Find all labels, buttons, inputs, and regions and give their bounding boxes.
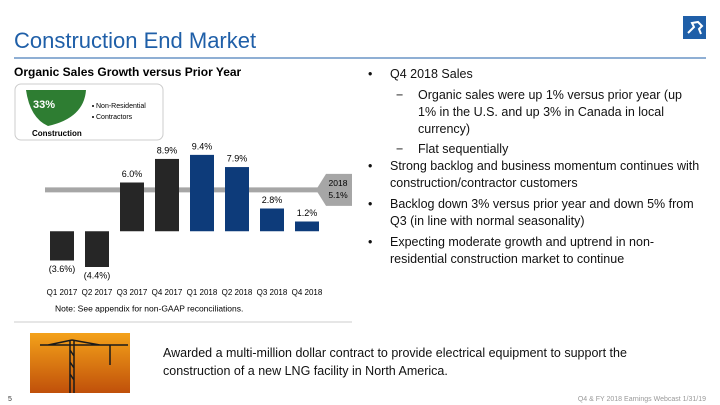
badge-share: 33% [33, 99, 55, 111]
badge-item: Non-Residential [96, 103, 146, 110]
badge-dot [92, 116, 94, 118]
slide-title: Construction End Market [14, 28, 257, 53]
bar [260, 208, 284, 232]
badge-dot [92, 105, 94, 107]
x-tick-label: Q3 2018 [257, 288, 288, 297]
sub-bullet: Organic sales were up 1% versus prior ye… [368, 87, 703, 138]
badge-label: Construction [32, 129, 82, 138]
bar [190, 154, 214, 232]
reference-value: 5.1% [328, 190, 348, 200]
photo [30, 333, 130, 393]
bullet: Backlog down 3% versus prior year and do… [368, 196, 703, 230]
page-number: 5 [8, 396, 12, 403]
bar [50, 231, 74, 261]
value-label: (4.4%) [84, 270, 111, 280]
bullet: Strong backlog and business momentum con… [368, 158, 703, 192]
bar [295, 221, 319, 232]
x-tick-label: Q4 2018 [292, 288, 323, 297]
badge-item: Contractors [96, 114, 133, 121]
chart-title: Organic Sales Growth versus Prior Year [14, 65, 242, 79]
badge-shape [26, 90, 86, 126]
reference-box [316, 173, 352, 206]
sub-bullet: Flat sequentially [368, 141, 703, 158]
bullet: Q4 2018 Sales [368, 66, 703, 83]
x-tick-label: Q1 2018 [187, 288, 218, 297]
value-label: (3.6%) [49, 264, 76, 274]
bullet: Expecting moderate growth and uptrend in… [368, 234, 703, 268]
x-tick-label: Q2 2017 [82, 288, 113, 297]
value-label: 1.2% [297, 208, 318, 218]
x-tick-label: Q4 2017 [152, 288, 183, 297]
value-label: 6.0% [122, 169, 143, 179]
bar [85, 231, 109, 267]
reference-label: 2018 [329, 178, 348, 188]
crane [40, 339, 128, 393]
bullet-list: Q4 2018 Sales Organic sales were up 1% ve… [368, 66, 703, 272]
bar [155, 158, 179, 232]
value-label: 8.9% [157, 145, 178, 155]
chart-note: Note: See appendix for non-GAAP reconcil… [55, 303, 243, 313]
x-tick-label: Q3 2017 [117, 288, 148, 297]
x-tick-label: Q2 2018 [222, 288, 253, 297]
callout: Awarded a multi-million dollar contract … [163, 346, 627, 378]
footer-event: Q4 & FY 2018 Earnings Webcast 1/31/19 [578, 396, 706, 403]
value-label: 2.8% [262, 195, 283, 205]
value-label: 7.9% [227, 153, 248, 163]
logo-figure [687, 20, 704, 35]
bar [120, 182, 144, 232]
x-tick-label: Q1 2017 [47, 288, 78, 297]
value-label: 9.4% [192, 141, 213, 151]
bar [225, 167, 249, 232]
